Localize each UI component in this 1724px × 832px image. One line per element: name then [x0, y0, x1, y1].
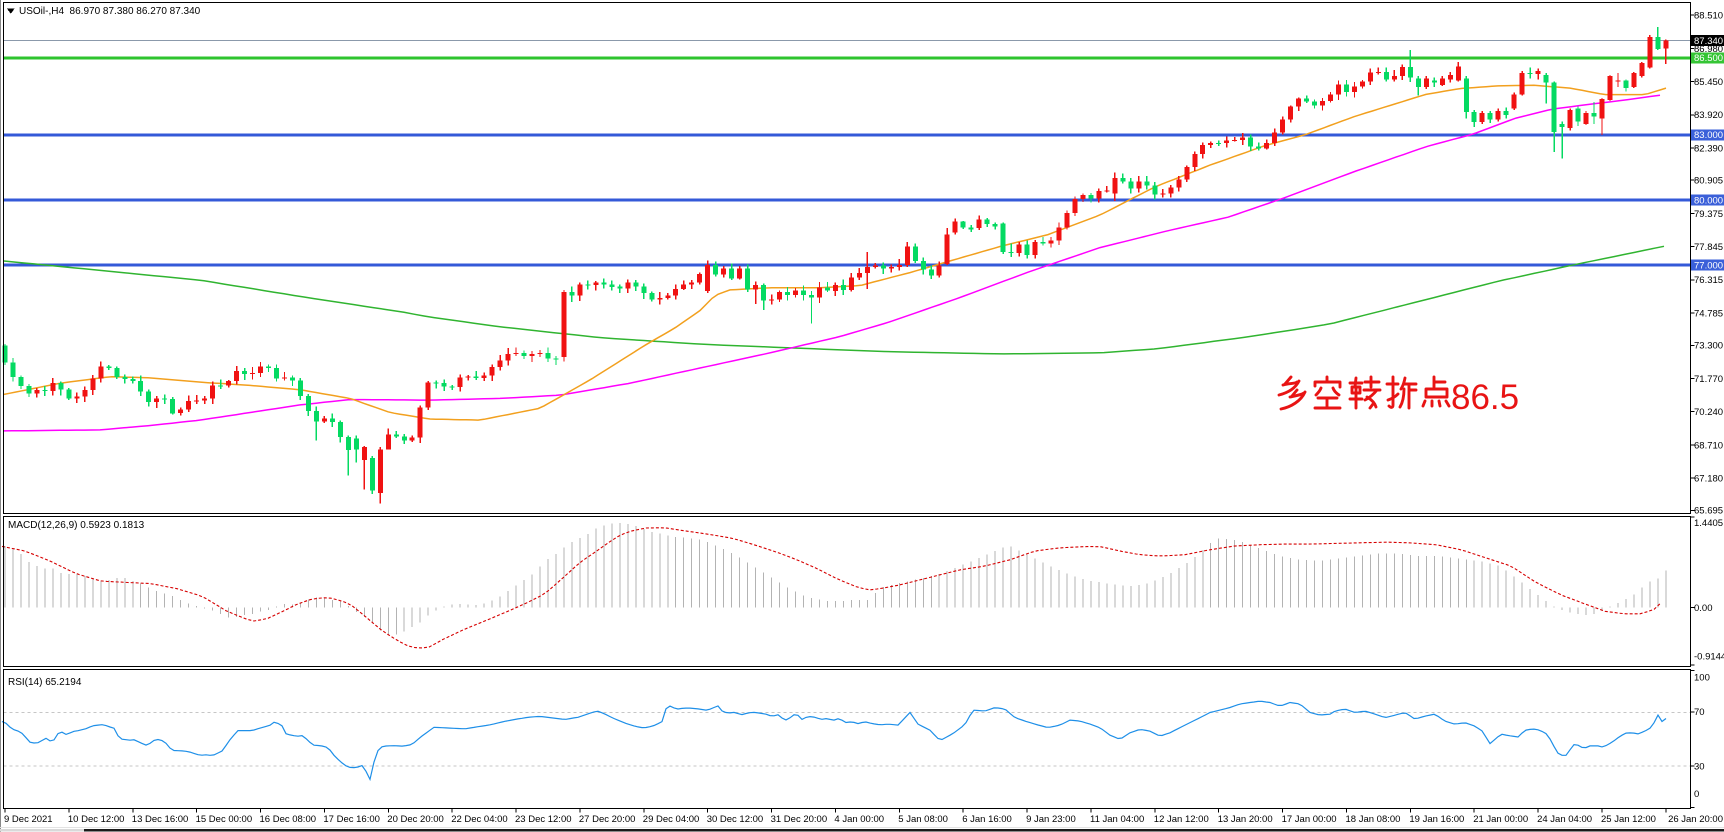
- svg-text:9 Dec 2021: 9 Dec 2021: [4, 814, 53, 825]
- svg-text:25 Jan 12:00: 25 Jan 12:00: [1601, 814, 1656, 825]
- svg-text:23 Dec 12:00: 23 Dec 12:00: [515, 814, 572, 825]
- svg-text:27 Dec 20:00: 27 Dec 20:00: [579, 814, 636, 825]
- svg-text:77.845: 77.845: [1694, 242, 1723, 253]
- svg-text:6 Jan 16:00: 6 Jan 16:00: [962, 814, 1012, 825]
- svg-text:68.710: 68.710: [1694, 440, 1723, 451]
- svg-text:13 Dec 16:00: 13 Dec 16:00: [132, 814, 189, 825]
- svg-text:30: 30: [1694, 761, 1705, 772]
- svg-text:65.695: 65.695: [1694, 506, 1723, 517]
- svg-text:10 Dec 12:00: 10 Dec 12:00: [68, 814, 125, 825]
- svg-text:17 Jan 00:00: 17 Jan 00:00: [1282, 814, 1337, 825]
- svg-text:71.770: 71.770: [1694, 374, 1723, 385]
- svg-text:100: 100: [1694, 672, 1710, 683]
- svg-text:82.390: 82.390: [1694, 143, 1723, 154]
- svg-text:MACD(12,26,9) 0.5923 0.1813: MACD(12,26,9) 0.5923 0.1813: [8, 520, 145, 531]
- svg-text:86.500: 86.500: [1694, 53, 1723, 64]
- svg-text:73.300: 73.300: [1694, 341, 1723, 352]
- svg-text:31 Dec 20:00: 31 Dec 20:00: [771, 814, 828, 825]
- svg-text:19 Jan 16:00: 19 Jan 16:00: [1409, 814, 1464, 825]
- svg-text:87.340: 87.340: [1694, 36, 1723, 47]
- svg-text:70.240: 70.240: [1694, 407, 1723, 418]
- svg-text:12 Jan 12:00: 12 Jan 12:00: [1154, 814, 1209, 825]
- svg-text:76.315: 76.315: [1694, 275, 1723, 286]
- svg-text:83.000: 83.000: [1694, 130, 1723, 141]
- svg-text:67.180: 67.180: [1694, 474, 1723, 485]
- svg-text:86.5: 86.5: [1451, 378, 1519, 417]
- svg-text:80.905: 80.905: [1694, 176, 1723, 187]
- svg-text:80.000: 80.000: [1694, 195, 1723, 206]
- svg-text:5 Jan 08:00: 5 Jan 08:00: [898, 814, 948, 825]
- svg-text:16 Dec 08:00: 16 Dec 08:00: [260, 814, 317, 825]
- svg-text:29 Dec 04:00: 29 Dec 04:00: [643, 814, 700, 825]
- svg-text:15 Dec 00:00: 15 Dec 00:00: [196, 814, 253, 825]
- svg-text:85.450: 85.450: [1694, 77, 1723, 88]
- svg-text:24 Jan 04:00: 24 Jan 04:00: [1537, 814, 1592, 825]
- svg-text:20 Dec 20:00: 20 Dec 20:00: [387, 814, 444, 825]
- svg-text:77.000: 77.000: [1694, 260, 1723, 271]
- svg-text:26 Jan 20:00: 26 Jan 20:00: [1668, 814, 1723, 825]
- svg-text:74.785: 74.785: [1694, 308, 1723, 319]
- svg-text:RSI(14) 65.2194: RSI(14) 65.2194: [8, 677, 82, 688]
- svg-text:0.00: 0.00: [1694, 603, 1713, 614]
- svg-text:70: 70: [1694, 707, 1705, 718]
- svg-text:30 Dec 12:00: 30 Dec 12:00: [707, 814, 764, 825]
- svg-text:13 Jan 20:00: 13 Jan 20:00: [1218, 814, 1273, 825]
- svg-text:86.980: 86.980: [1694, 44, 1723, 55]
- svg-text:22 Dec 04:00: 22 Dec 04:00: [451, 814, 508, 825]
- svg-text:1.4405: 1.4405: [1694, 518, 1723, 529]
- svg-text:9 Jan 23:00: 9 Jan 23:00: [1026, 814, 1076, 825]
- svg-text:11 Jan 04:00: 11 Jan 04:00: [1090, 814, 1144, 825]
- svg-text:21 Jan 00:00: 21 Jan 00:00: [1473, 814, 1528, 825]
- svg-text:79.375: 79.375: [1694, 209, 1723, 220]
- svg-text:17 Dec 16:00: 17 Dec 16:00: [323, 814, 380, 825]
- svg-text:USOil-,H4 86.970 87.380 86.27: USOil-,H4 86.970 87.380 86.270 87.340: [19, 6, 201, 17]
- svg-text:88.510: 88.510: [1694, 11, 1723, 22]
- svg-text:4 Jan 00:00: 4 Jan 00:00: [834, 814, 884, 825]
- svg-text:18 Jan 08:00: 18 Jan 08:00: [1346, 814, 1401, 825]
- svg-text:0: 0: [1694, 789, 1699, 800]
- svg-text:-0.9144: -0.9144: [1694, 652, 1724, 663]
- svg-text:83.920: 83.920: [1694, 110, 1723, 121]
